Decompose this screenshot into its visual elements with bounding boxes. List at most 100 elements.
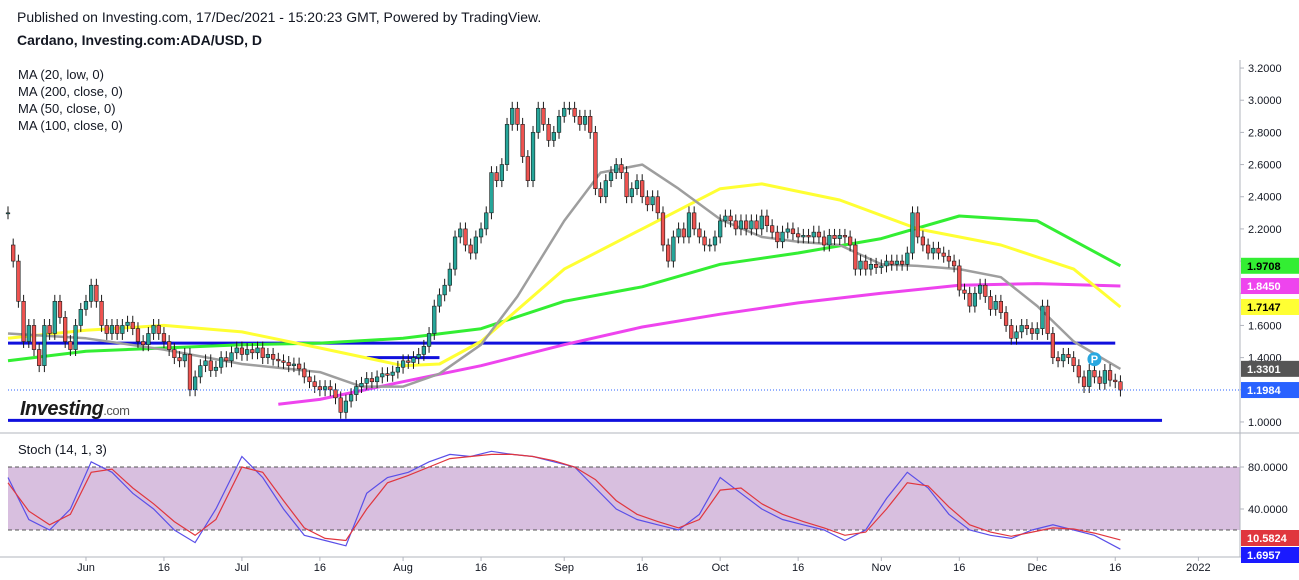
candle-down xyxy=(546,124,551,141)
candle-down xyxy=(832,235,837,239)
candle-up xyxy=(712,236,718,246)
candle-down xyxy=(593,132,598,189)
price-tick-label: 1.0000 xyxy=(1248,417,1282,429)
candle-up xyxy=(879,265,884,268)
legend-ma100: MA (100, close, 0) xyxy=(18,118,123,133)
candle-up xyxy=(291,363,297,366)
candle-down xyxy=(1066,354,1071,358)
published-caption: Published on Investing.com, 17/Dec/2021 … xyxy=(17,9,542,25)
candle-up xyxy=(827,235,832,246)
candle-down xyxy=(1045,305,1050,334)
candle-down xyxy=(1009,325,1014,339)
candle-up xyxy=(562,107,567,117)
candle-down xyxy=(1029,328,1035,334)
price-tag-bg xyxy=(1241,360,1299,377)
time-tick-label: Nov xyxy=(872,562,892,574)
candle-down xyxy=(666,244,671,262)
price-tag: 1.9708 xyxy=(1247,261,1281,273)
price-tag: 1.3301 xyxy=(1247,364,1281,376)
candle-up xyxy=(759,215,764,230)
candle-down xyxy=(598,188,603,198)
candle-down xyxy=(572,107,577,117)
candle-down xyxy=(936,247,941,254)
candle-down xyxy=(941,252,946,257)
candle-up xyxy=(972,292,978,307)
candle-up xyxy=(5,212,11,215)
candle-up xyxy=(671,236,676,262)
time-tick-label: 16 xyxy=(314,562,326,574)
candle-up xyxy=(686,212,692,238)
candle-up xyxy=(380,373,385,378)
candle-up xyxy=(905,252,910,265)
candle-down xyxy=(728,215,733,222)
candle-up xyxy=(255,347,260,354)
candle-up xyxy=(1014,331,1019,339)
candle-down xyxy=(853,244,858,270)
stoch-tag: 10.5824 xyxy=(1247,533,1288,545)
price-tag: 1.8450 xyxy=(1247,281,1281,293)
candle-down xyxy=(744,220,749,230)
candle-down xyxy=(754,220,759,230)
candle-down xyxy=(63,317,68,342)
candle-up xyxy=(603,180,608,198)
axes: 1.00001.40001.60002.20002.40002.60002.80… xyxy=(0,60,1299,574)
candle-up xyxy=(390,371,395,376)
legend-ma20: MA (20, low, 0) xyxy=(18,67,104,82)
candle-up xyxy=(198,365,203,378)
price-tick-label: 3.0000 xyxy=(1248,95,1282,107)
candle-down xyxy=(494,172,499,181)
stoch-d-line xyxy=(7,453,1121,542)
candle-down xyxy=(208,360,213,371)
candle-down xyxy=(889,260,894,265)
candle-down xyxy=(328,386,333,391)
candle-up xyxy=(245,349,250,355)
candle-down xyxy=(920,236,926,246)
candle-down xyxy=(104,325,109,334)
time-tick-label: 16 xyxy=(636,562,648,574)
stoch-tick-label: 80.0000 xyxy=(1248,462,1288,474)
legend-ma200: MA (200, close, 0) xyxy=(18,84,123,99)
candle-down xyxy=(115,325,120,334)
candle-down xyxy=(307,376,312,383)
marker-p-icon xyxy=(1087,352,1102,367)
candle-down xyxy=(1081,376,1087,387)
candle-up xyxy=(582,116,588,125)
candle-up xyxy=(109,325,115,334)
stoch-tag-bg xyxy=(1241,530,1299,546)
candle-down xyxy=(1092,370,1097,378)
price-tick-label: 2.2000 xyxy=(1248,224,1282,236)
candle-down xyxy=(957,265,962,291)
stoch-tag-bg xyxy=(1241,547,1299,563)
candle-up xyxy=(343,400,349,413)
candle-down xyxy=(16,260,21,302)
candle-up xyxy=(530,132,536,181)
candle-down xyxy=(848,236,853,246)
candle-up xyxy=(676,228,681,238)
candle-down xyxy=(239,347,245,355)
candle-up xyxy=(785,228,790,233)
candle-down xyxy=(11,244,16,262)
candle-up xyxy=(1102,370,1107,384)
candle-down xyxy=(697,228,702,238)
candle-up xyxy=(567,107,572,110)
candle-down xyxy=(988,296,993,310)
candle-down xyxy=(167,341,172,350)
candle-up xyxy=(83,301,89,310)
candle-up xyxy=(182,354,187,362)
candle-down xyxy=(99,301,104,326)
candle-up xyxy=(499,164,504,181)
candle-up xyxy=(801,235,806,238)
candle-up xyxy=(26,325,31,342)
candle-down xyxy=(1071,357,1076,366)
candle-up xyxy=(837,235,842,239)
candle-up xyxy=(1035,328,1040,334)
candle-down xyxy=(94,284,99,302)
candle-down xyxy=(1003,312,1009,326)
candle-down xyxy=(925,244,931,254)
stoch-legend: Stoch (14, 1, 3) xyxy=(18,442,107,457)
candle-up xyxy=(894,260,900,265)
candle-down xyxy=(915,212,920,238)
candle-down xyxy=(37,349,42,366)
candle-down xyxy=(770,225,775,233)
